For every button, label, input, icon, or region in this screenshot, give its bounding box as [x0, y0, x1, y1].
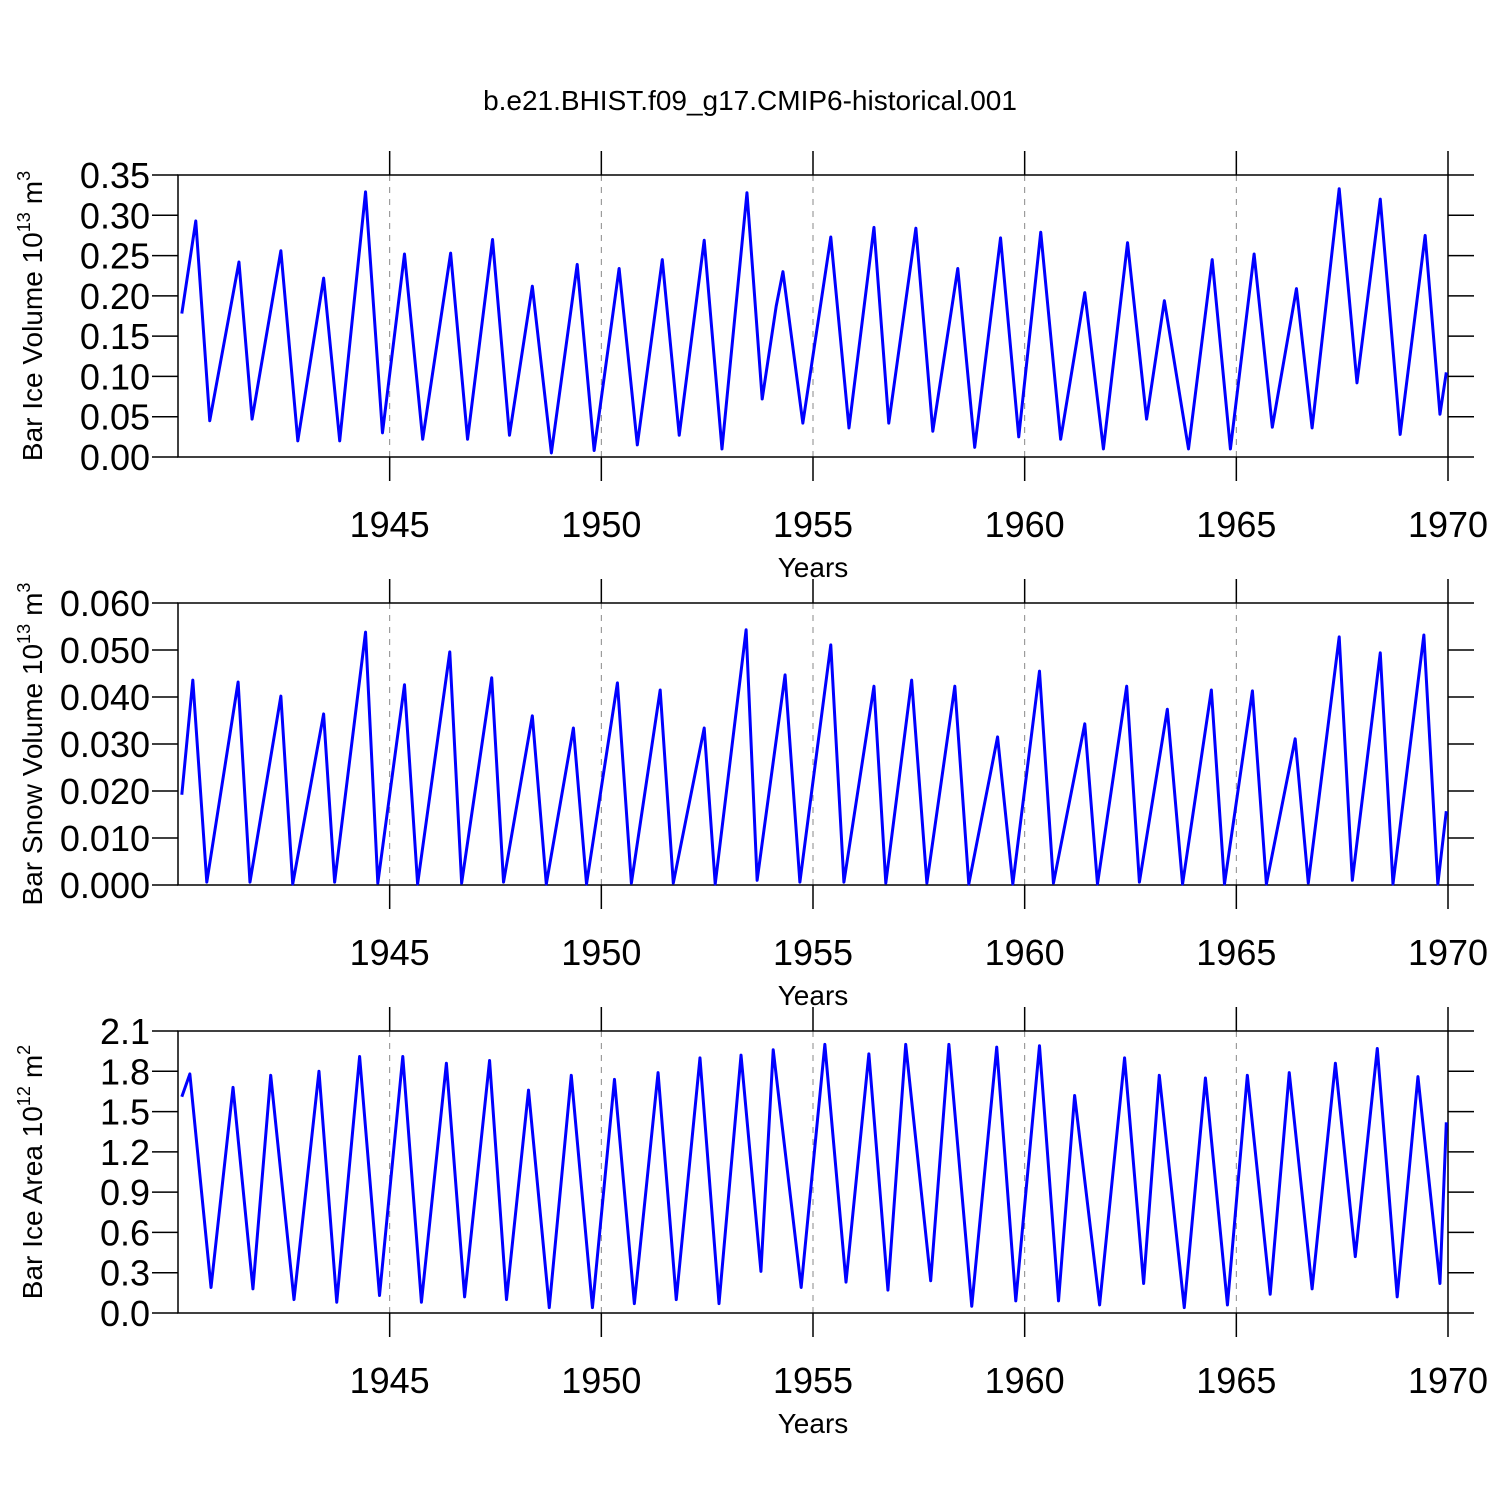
plot-frame [177, 602, 1449, 886]
y-tick-label: 0.040 [60, 677, 150, 718]
x-tick-label: 1965 [1196, 504, 1276, 545]
x-tick-label: 1960 [985, 932, 1065, 973]
y-tick-label: 0.9 [100, 1172, 150, 1213]
x-tick-label: 1970 [1408, 932, 1488, 973]
x-tick-label: 1950 [561, 932, 641, 973]
y-label-unit-exponent: 3 [14, 583, 34, 593]
x-tick-label: 1970 [1408, 504, 1488, 545]
x-tick-label: 1955 [773, 504, 853, 545]
x-tick-label: 1960 [985, 504, 1065, 545]
y-tick-label: 0.010 [60, 818, 150, 859]
y-tick-label: 0.000 [60, 865, 150, 906]
figure-title: b.e21.BHIST.f09_g17.CMIP6-historical.001 [483, 85, 1017, 116]
y-label-text: Bar Snow Volume 10 [17, 644, 48, 906]
y-tick-label: 1.5 [100, 1092, 150, 1133]
x-tick-label: 1945 [350, 932, 430, 973]
y-tick-label: 0.030 [60, 724, 150, 765]
data-line [180, 187, 1448, 455]
y-tick-label: 0.0 [100, 1293, 150, 1334]
y-tick-label: 0.020 [60, 771, 150, 812]
y-label-unit: m [17, 1055, 48, 1078]
y-label-unit-exponent: 2 [14, 1045, 34, 1055]
x-tick-label: 1965 [1196, 1360, 1276, 1401]
y-axis-label: Bar Snow Volume 1013 m3 [14, 583, 48, 906]
y-label-exponent: 13 [14, 212, 34, 232]
x-tick-label: 1955 [773, 1360, 853, 1401]
x-tick-label: 1945 [350, 504, 430, 545]
x-tick-label: 1970 [1408, 1360, 1488, 1401]
y-label-unit-exponent: 3 [14, 171, 34, 181]
y-tick-label: 0.10 [80, 356, 150, 397]
y-tick-label: 2.1 [100, 1011, 150, 1052]
y-label-text: Bar Ice Volume 10 [17, 232, 48, 461]
x-tick-label: 1950 [561, 1360, 641, 1401]
data-line [180, 1042, 1448, 1310]
y-tick-label: 0.25 [80, 236, 150, 277]
y-tick-label: 0.05 [80, 397, 150, 438]
y-tick-label: 0.050 [60, 630, 150, 671]
y-axis-label: Bar Ice Area 1012 m2 [14, 1045, 48, 1299]
y-tick-label: 0.00 [80, 437, 150, 478]
y-tick-label: 0.6 [100, 1212, 150, 1253]
y-tick-label: 0.35 [80, 155, 150, 196]
y-axis-label: Bar Ice Volume 1013 m3 [14, 171, 48, 461]
y-label-unit: m [17, 181, 48, 204]
y-tick-label: 0.15 [80, 316, 150, 357]
y-tick-label: 0.20 [80, 276, 150, 317]
y-tick-label: 1.8 [100, 1051, 150, 1092]
y-tick-label: 0.3 [100, 1253, 150, 1294]
plot-frame [177, 174, 1449, 458]
plot-frame [177, 1030, 1449, 1314]
x-tick-label: 1960 [985, 1360, 1065, 1401]
x-tick-label: 1955 [773, 932, 853, 973]
y-label-unit: m [17, 593, 48, 616]
y-tick-label: 1.2 [100, 1132, 150, 1173]
y-label-exponent: 12 [14, 1086, 34, 1106]
y-label-text: Bar Ice Area 10 [17, 1106, 48, 1299]
x-axis-label: Years [778, 552, 849, 583]
y-tick-label: 0.060 [60, 583, 150, 624]
x-axis-label: Years [778, 1408, 849, 1439]
y-tick-label: 0.30 [80, 195, 150, 236]
x-axis-label: Years [778, 980, 849, 1011]
data-line [180, 628, 1448, 886]
x-tick-label: 1965 [1196, 932, 1276, 973]
x-tick-label: 1945 [350, 1360, 430, 1401]
y-label-exponent: 13 [14, 624, 34, 644]
x-tick-label: 1950 [561, 504, 641, 545]
